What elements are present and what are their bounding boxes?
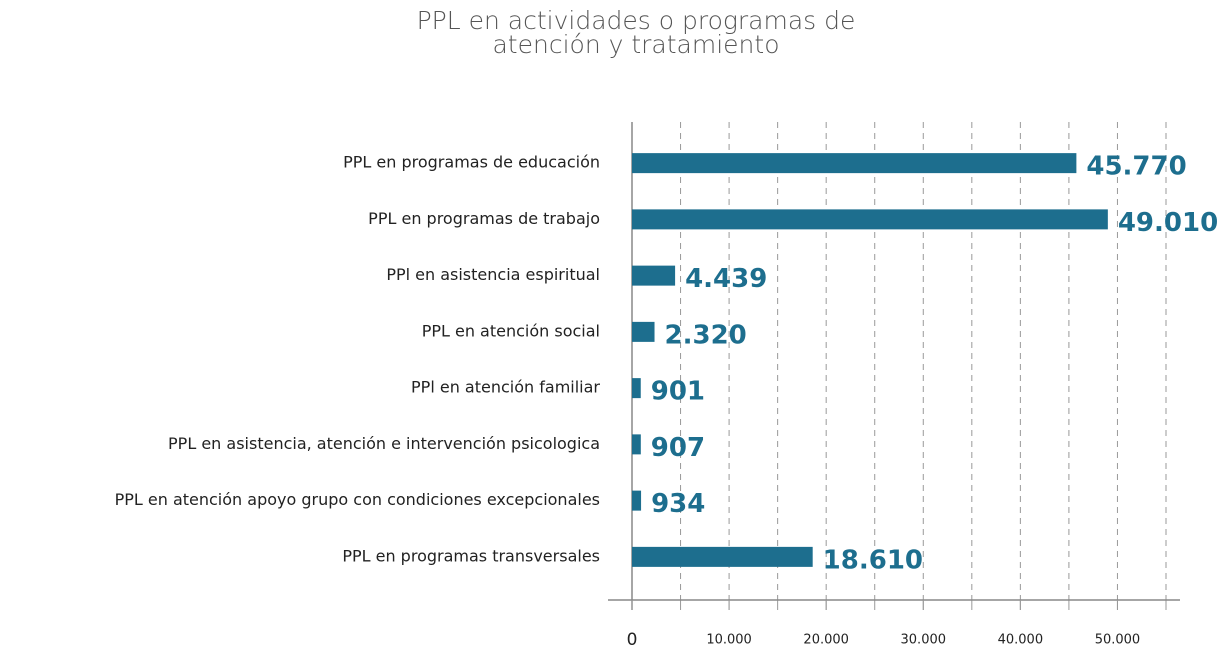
bar xyxy=(632,321,655,342)
category-label: PPl en atención familiar xyxy=(411,378,600,397)
bar xyxy=(632,265,676,286)
value-label: 901 xyxy=(651,377,705,407)
value-label: 45.770 xyxy=(1086,152,1186,182)
value-label: 907 xyxy=(651,433,705,463)
value-label: 49.010 xyxy=(1118,208,1218,238)
bar xyxy=(632,378,641,399)
x-tick-label: 40.000 xyxy=(998,633,1044,648)
value-label: 18.610 xyxy=(823,545,923,575)
category-label: PPl en asistencia espiritual xyxy=(386,265,600,284)
value-label: 2.320 xyxy=(665,320,747,350)
value-label: 934 xyxy=(651,489,705,519)
category-label: PPL en asistencia, atención e intervenci… xyxy=(168,434,600,453)
category-label: PPL en programas de trabajo xyxy=(368,209,600,228)
x-tick-label: 50.000 xyxy=(1095,633,1141,648)
category-label: PPL en atención apoyo grupo con condicio… xyxy=(115,490,600,509)
bar xyxy=(632,153,1077,174)
value-label: 4.439 xyxy=(685,264,767,294)
x-tick-label: 30.000 xyxy=(901,633,947,648)
x-tick-label: 20.000 xyxy=(803,633,849,648)
category-label: PPL en programas transversales xyxy=(342,546,600,565)
bar xyxy=(632,434,641,455)
bar xyxy=(632,209,1108,230)
bar xyxy=(632,490,642,511)
bar xyxy=(632,546,813,567)
category-label: PPL en atención social xyxy=(422,321,600,340)
chart-title: atención y tratamiento xyxy=(492,30,779,59)
x-tick-label: 0 xyxy=(627,630,638,650)
chart-title: PPL en actividades o programas de xyxy=(417,6,856,35)
category-label: PPL en programas de educación xyxy=(343,153,600,172)
x-tick-label: 10.000 xyxy=(706,633,752,648)
